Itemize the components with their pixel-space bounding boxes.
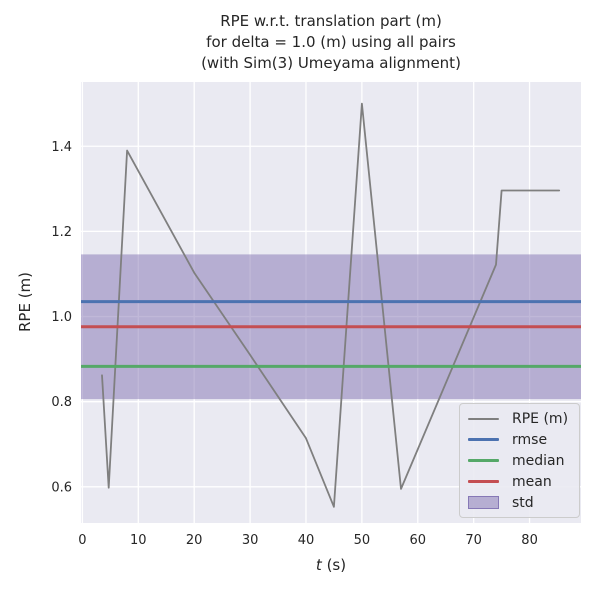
legend: RPE (m) rmse median mean std [459, 403, 580, 518]
legend-label: std [512, 494, 534, 511]
legend-item-rpe-m: RPE (m) [468, 409, 571, 429]
x-tick-label: 60 [410, 533, 427, 548]
y-axis-label: RPE (m) [16, 271, 34, 333]
y-tick-label: 0.6 [51, 480, 72, 495]
chart-title-line-1: RPE w.r.t. translation part (m) [220, 12, 442, 30]
chart-title: RPE w.r.t. translation part (m) for delt… [81, 11, 581, 74]
legend-label: RPE (m) [512, 410, 569, 427]
legend-item-mean: mean [468, 472, 571, 492]
legend-swatch [468, 459, 499, 462]
x-axis-label-symbol: t [315, 556, 322, 574]
chart-title-line-3: (with Sim(3) Umeyama alignment) [201, 54, 461, 72]
chart-title-line-2: for delta = 1.0 (m) using all pairs [206, 33, 456, 51]
x-axis-label: t (s) [81, 556, 581, 574]
rpe-line [101, 102, 561, 508]
legend-item-std: std [468, 493, 571, 513]
y-tick-label: 0.8 [51, 395, 72, 410]
y-tick-label: 1.4 [51, 140, 72, 155]
legend-label: median [512, 452, 565, 469]
x-tick-label: 40 [298, 533, 315, 548]
legend-swatch [468, 417, 499, 420]
y-tick-label: 1.0 [51, 310, 72, 325]
x-tick-label: 20 [186, 533, 203, 548]
x-tick-label: 30 [242, 533, 259, 548]
x-tick-label: 50 [354, 533, 371, 548]
x-tick-label: 10 [130, 533, 147, 548]
legend-item-rmse: rmse [468, 430, 571, 450]
x-tick-label: 0 [78, 533, 86, 548]
x-tick-label: 80 [521, 533, 538, 548]
legend-swatch [468, 496, 499, 509]
x-axis-label-unit: (s) [321, 556, 347, 574]
legend-item-median: median [468, 451, 571, 471]
legend-label: rmse [512, 431, 548, 448]
legend-label: mean [512, 473, 552, 490]
x-tick-label: 70 [465, 533, 482, 548]
y-tick-label: 1.2 [51, 225, 72, 240]
legend-swatch [468, 438, 499, 441]
legend-swatch [468, 480, 499, 483]
